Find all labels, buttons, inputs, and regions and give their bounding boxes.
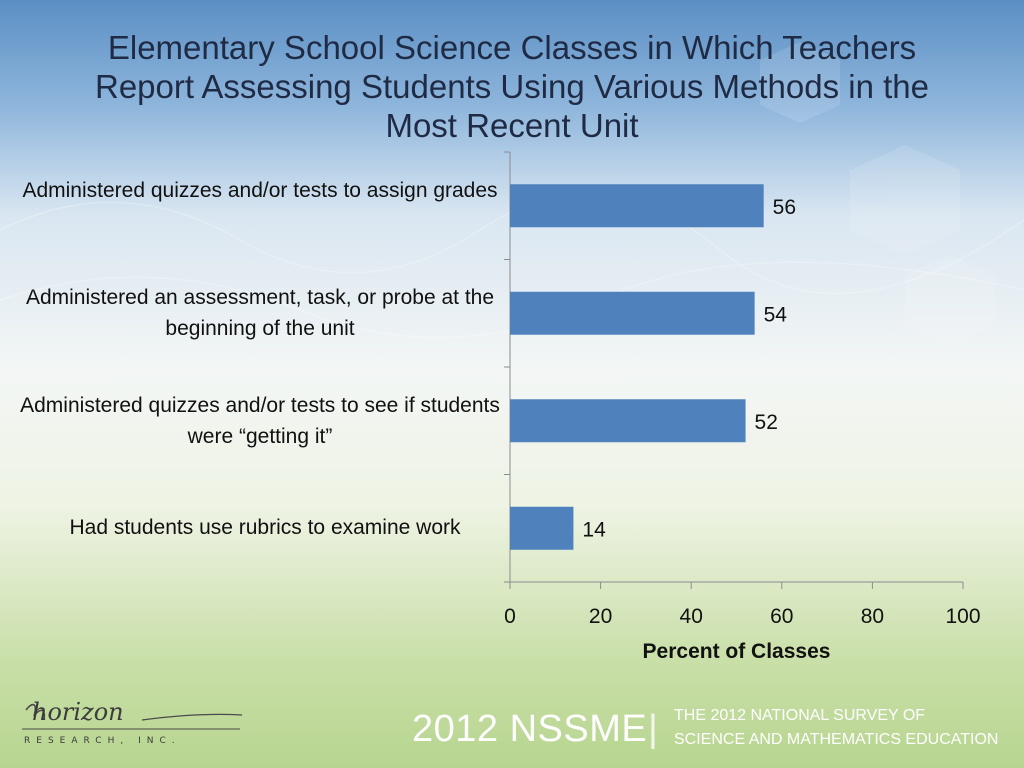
bar-value-label: 14 [582, 518, 606, 541]
x-tick-label: 40 [680, 605, 703, 628]
footer-survey-line-2: SCIENCE AND MATHEMATICS EDUCATION [674, 731, 999, 748]
x-axis-title: Percent of Classes [643, 640, 831, 663]
x-tick-label: 0 [504, 605, 516, 628]
bar [510, 506, 574, 550]
category-label-getting-it: Administered quizzes and/or tests to see… [20, 394, 500, 448]
footer-survey-name: THE 2012 NATIONAL SURVEY OF SCIENCE AND … [674, 704, 998, 752]
horizon-research-logo: horizon RESEARCH, INC. [22, 698, 242, 746]
footer-survey-line-1: THE 2012 NATIONAL SURVEY OF [674, 707, 926, 724]
category-label-rubrics: Had students use rubrics to examine work [69, 516, 461, 539]
bar [510, 291, 755, 335]
logo-wordmark: horizon [32, 698, 124, 726]
x-tick-label: 60 [770, 605, 793, 628]
category-label-assign-grades: Administered quizzes and/or tests to ass… [22, 179, 498, 202]
logo-subtext: RESEARCH, INC. [24, 736, 181, 746]
bar [510, 399, 746, 443]
footer-year-label: 2012 NSSME [412, 708, 648, 750]
category-label-beginning-of-unit: Administered an assessment, task, or pro… [25, 286, 495, 340]
footer-separator: | [648, 708, 658, 750]
x-tick-label: 100 [945, 605, 980, 628]
bar [510, 184, 764, 228]
x-tick-label: 20 [589, 605, 612, 628]
bar-value-label: 52 [755, 411, 778, 434]
bar-value-label: 54 [764, 303, 788, 326]
bar-value-label: 56 [773, 196, 796, 219]
slide-title: Elementary School Science Classes in Whi… [94, 29, 929, 144]
x-tick-label: 80 [861, 605, 884, 628]
